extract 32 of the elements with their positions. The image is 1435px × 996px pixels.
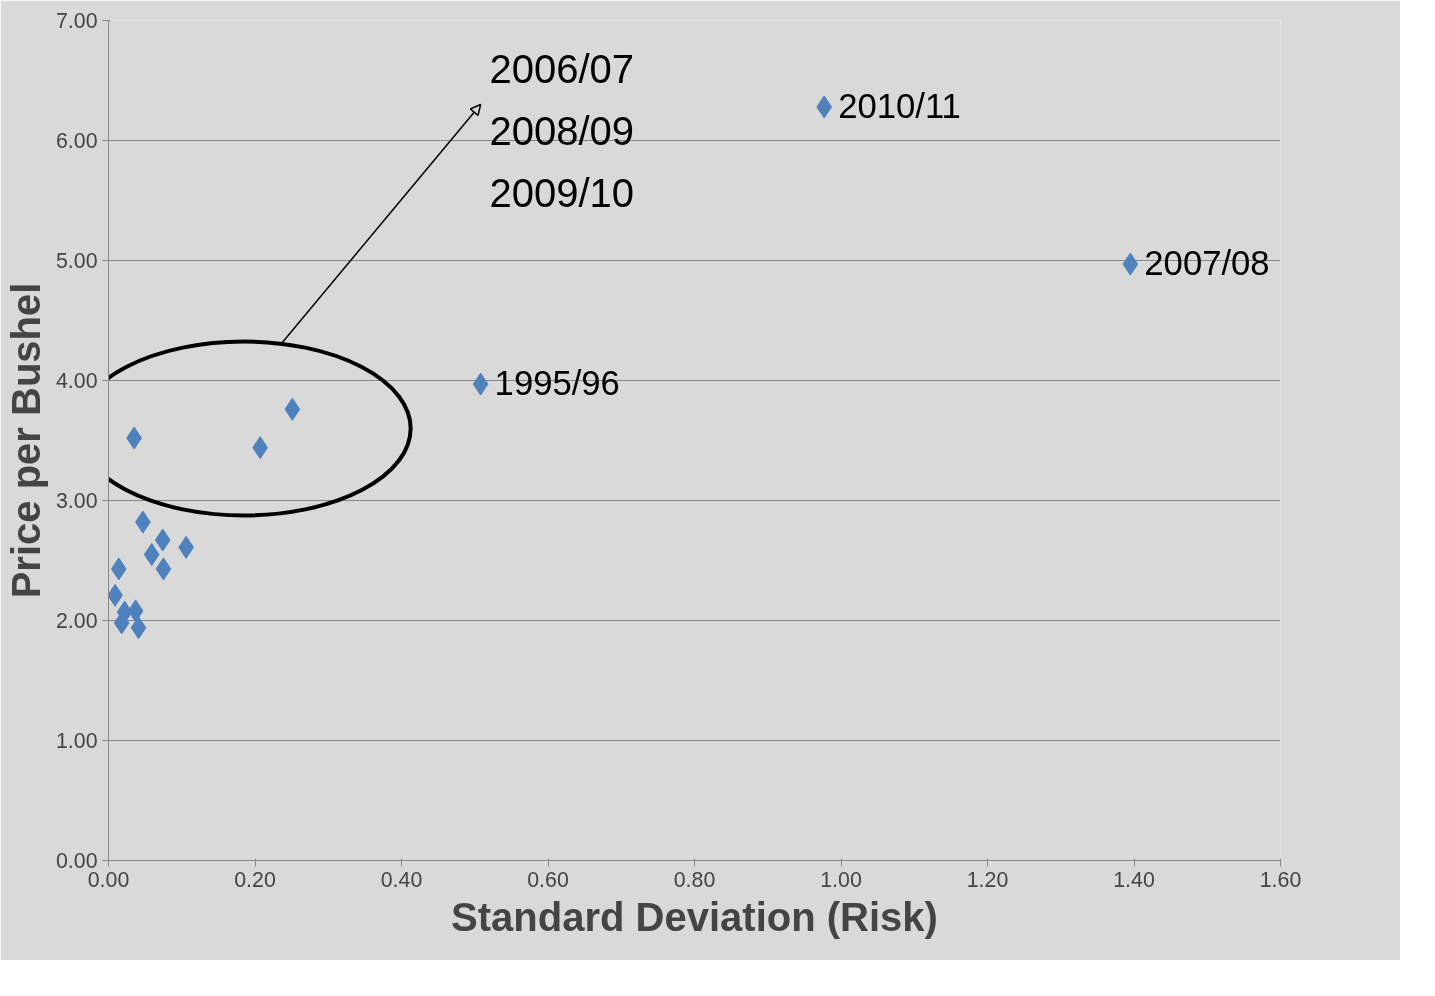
point [127, 599, 144, 623]
y-tick-label: 5.00 [55, 249, 98, 273]
annotation: 2009/10 [489, 171, 634, 216]
point [1122, 252, 1139, 276]
y-tick-label: 1.00 [55, 729, 98, 753]
x-tick-label: 1.40 [1113, 867, 1155, 892]
point [155, 557, 172, 581]
point [154, 528, 171, 552]
point [110, 557, 127, 581]
annotation: 1995/96 [494, 364, 620, 403]
x-tick-label: 0.40 [380, 867, 423, 892]
x-tick-label: 0.20 [234, 867, 276, 892]
annotation: 2010/11 [838, 86, 961, 125]
y-tick-label: 6.00 [55, 129, 98, 153]
point [472, 372, 489, 396]
annotation: 2008/09 [489, 108, 634, 153]
point [143, 543, 160, 566]
y-tick-label: 3.00 [55, 489, 98, 513]
x-tick-label: 0.80 [673, 867, 716, 892]
y-tick-label: 7.00 [55, 9, 98, 33]
x-tick-label: 1.00 [820, 867, 862, 892]
y-tick-label: 2.00 [55, 609, 98, 633]
x-tick-label: 1.60 [1259, 867, 1302, 892]
y-axis-title: Price per Bushel [3, 282, 48, 599]
annotation: 2006/07 [489, 46, 634, 91]
x-tick-label: 0.60 [527, 867, 569, 892]
x-axis-title: Standard Deviation (Risk) [451, 894, 938, 939]
point [284, 397, 301, 421]
annotation: 2007/08 [1144, 244, 1270, 283]
point [130, 616, 147, 640]
x-tick-label: 1.20 [966, 867, 1009, 892]
y-tick-label: 4.00 [55, 369, 98, 393]
